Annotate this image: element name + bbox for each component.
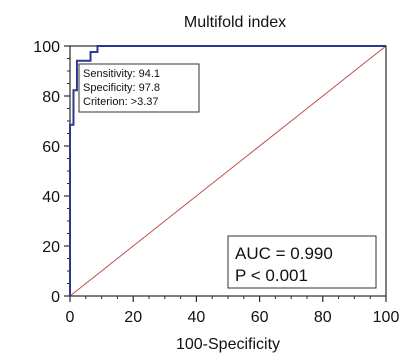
x-axis-label: 100-Specificity xyxy=(176,336,280,353)
stats-box-frame xyxy=(227,235,377,289)
y-axis-ticks: 0 20 40 60 80 100 xyxy=(33,39,70,306)
y-tick-label: 80 xyxy=(42,89,60,106)
x-tick-label: 20 xyxy=(124,309,142,326)
x-tick-label: 40 xyxy=(188,309,206,326)
x-tick-label: 60 xyxy=(251,309,269,326)
chart-title: Multifold index xyxy=(184,14,286,31)
stats-box: AUC = 0.990 P < 0.001 xyxy=(227,235,377,289)
x-tick-label: 100 xyxy=(373,309,400,326)
y-tick-label: 20 xyxy=(42,239,60,256)
y-tick-label: 0 xyxy=(51,289,60,306)
criterion-specificity: Specificity: 97.8 xyxy=(83,82,160,94)
p-value-label: P < 0.001 xyxy=(235,266,308,285)
y-tick-label: 40 xyxy=(42,189,60,206)
criterion-box: Sensitivity: 94.1 Specificity: 97.8 Crit… xyxy=(78,63,200,113)
y-tick-label: 60 xyxy=(42,139,60,156)
criterion-sensitivity: Sensitivity: 94.1 xyxy=(83,68,160,80)
auc-label: AUC = 0.990 xyxy=(235,244,333,263)
reference-diagonal-line xyxy=(69,45,387,297)
criterion-box-frame xyxy=(78,63,200,113)
y-tick-label: 100 xyxy=(33,39,60,56)
criterion-value: Criterion: >3.37 xyxy=(83,96,159,108)
x-axis-ticks: 0 20 40 60 80 100 xyxy=(66,296,400,326)
x-tick-label: 80 xyxy=(314,309,332,326)
x-tick-label: 0 xyxy=(66,309,75,326)
roc-curve-line xyxy=(69,45,386,296)
series-layer xyxy=(69,45,387,297)
